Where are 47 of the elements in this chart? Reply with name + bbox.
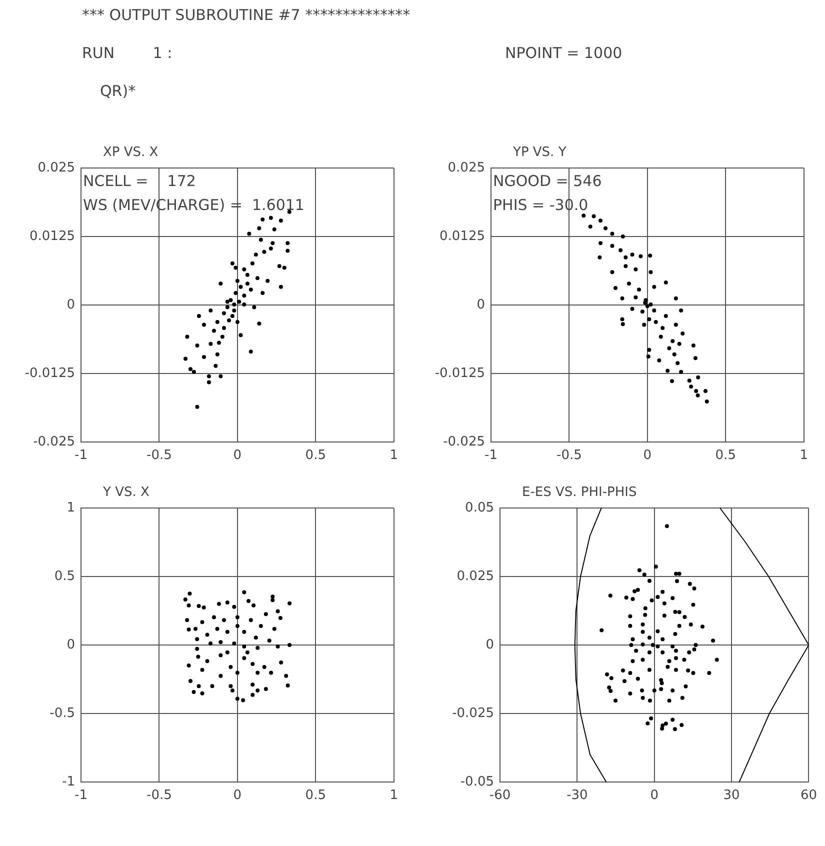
x-tick-label: -0.5 xyxy=(556,448,582,464)
y-tick-label: -0.025 xyxy=(452,706,494,721)
chart-title: Y VS. X xyxy=(102,485,150,500)
x-tick-label: 1 xyxy=(390,448,398,464)
x-tick-label: -30 xyxy=(566,788,588,804)
y-tick-label: 0 xyxy=(66,637,75,652)
x-tick-label: 0 xyxy=(643,448,652,464)
y-tick-label: 0 xyxy=(486,637,494,652)
x-tick-label: 1 xyxy=(800,448,808,464)
y-tick-label: 0.0125 xyxy=(440,228,485,244)
x-tick-label: 0 xyxy=(233,448,242,464)
x-tick-label: 0 xyxy=(650,788,659,804)
annotation: NCELL = 172 xyxy=(83,172,196,190)
chart-title: E-ES VS. PHI-PHIS xyxy=(522,485,637,500)
x-tick-label: 1 xyxy=(390,788,398,804)
y-tick-label: -1 xyxy=(62,774,75,790)
text: QR)* xyxy=(100,82,136,100)
text: *** OUTPUT SUBROUTINE #7 ************** xyxy=(82,6,410,24)
y-tick-label: -0.5 xyxy=(50,706,75,721)
x-tick-label: 0 xyxy=(233,788,242,804)
text: RUN 1 : xyxy=(82,44,172,62)
x-tick-label: -60 xyxy=(489,788,511,804)
y-tick-label: -0.05 xyxy=(460,774,494,790)
x-tick-label: -0.5 xyxy=(146,448,172,464)
y-tick-label: 0.025 xyxy=(456,568,494,584)
x-tick-label: 0.5 xyxy=(305,788,326,804)
x-tick-label: 0.5 xyxy=(715,448,736,464)
y-tick-label: 0.0125 xyxy=(30,228,75,244)
y-tick-label: -0.025 xyxy=(443,434,485,450)
y-tick-label: -0.0125 xyxy=(434,366,485,381)
text: NPOINT = 1000 xyxy=(505,44,622,62)
y-tick-label: 0.5 xyxy=(54,568,75,584)
y-tick-label: 0 xyxy=(66,297,75,312)
x-tick-label: 60 xyxy=(800,788,817,804)
y-tick-label: -0.0125 xyxy=(24,366,75,381)
y-tick-label: 1 xyxy=(66,500,75,516)
x-tick-label: -0.5 xyxy=(146,788,172,804)
y-tick-label: -0.025 xyxy=(33,434,75,450)
y-tick-label: 0.025 xyxy=(38,160,75,176)
y-tick-label: 0.05 xyxy=(465,500,494,516)
y-tick-label: 0 xyxy=(476,297,485,312)
chart-title: YP VS. Y xyxy=(512,145,566,160)
x-tick-label: 0.5 xyxy=(305,448,326,464)
x-tick-label: 30 xyxy=(723,788,740,804)
y-tick-label: 0.025 xyxy=(448,160,485,176)
annotation: NGOOD = 546 xyxy=(493,172,602,190)
chart-title: XP VS. X xyxy=(103,145,158,160)
